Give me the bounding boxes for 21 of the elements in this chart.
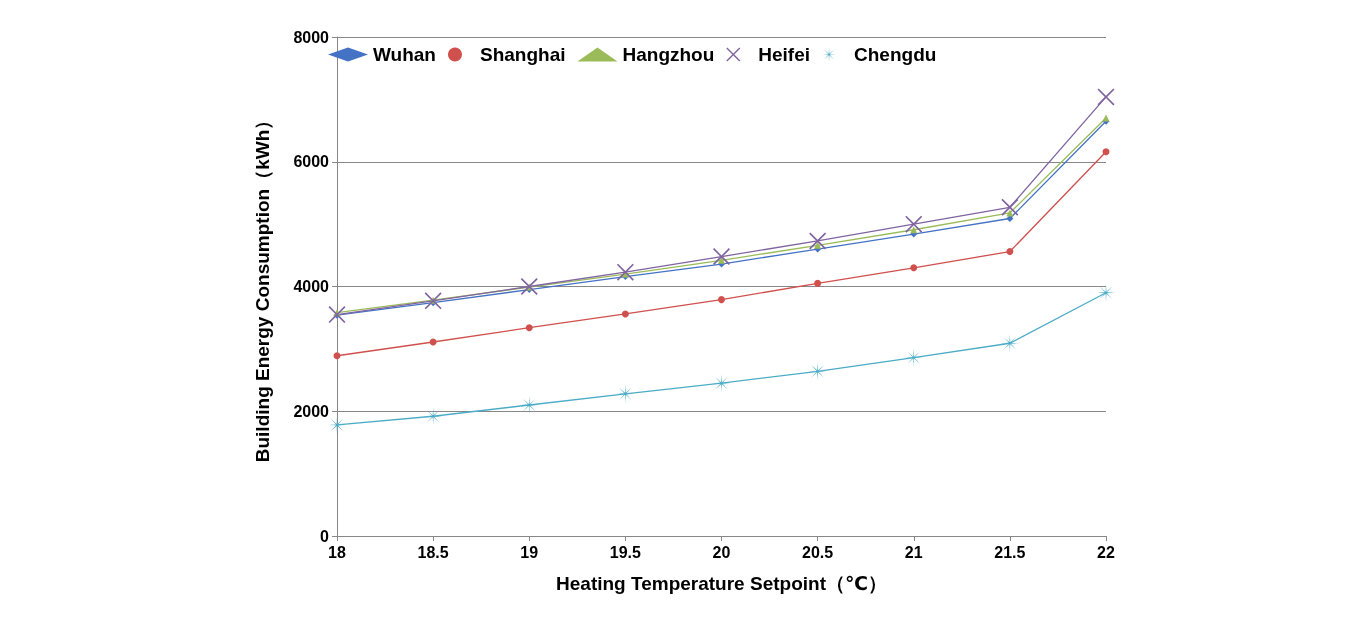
x-tick-label: 19.5 — [609, 543, 642, 561]
x-axis-title: Heating Temperature Setpoint（℃） — [556, 573, 887, 594]
y-tick-label: 6000 — [293, 153, 330, 171]
x-tick-label: 18 — [328, 543, 346, 561]
x-tick-label: 22 — [1097, 543, 1115, 561]
x-tick-label: 21 — [904, 543, 923, 561]
y-tick-label: 0 — [320, 527, 330, 545]
x-tick-label: 21.5 — [994, 543, 1026, 561]
legend-label: Shanghai — [479, 44, 566, 65]
x-tick-label: 20 — [712, 543, 731, 561]
x-tick-label: 18.5 — [417, 543, 449, 561]
legend-label: Heifei — [758, 44, 811, 65]
y-axis-title: Building Energy Consumption（kWh） — [252, 110, 273, 463]
y-tick-label: 2000 — [293, 402, 330, 420]
y-tick-label: 4000 — [293, 278, 330, 295]
legend-label: Wuhan — [373, 44, 436, 65]
y-tick-label: 8000 — [293, 28, 330, 46]
legend-label: Hangzhou — [622, 44, 715, 65]
legend-label: Chengdu — [854, 44, 937, 65]
x-tick-label: 20.5 — [802, 543, 834, 561]
x-tick-label: 19 — [520, 543, 539, 561]
